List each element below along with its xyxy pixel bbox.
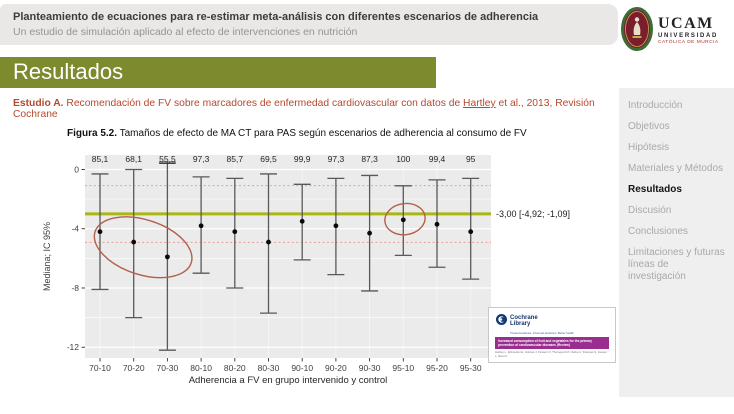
median-point-80-30: [266, 239, 271, 245]
reference-line-label: -3,00 [-4,92; -1,09]: [496, 209, 570, 219]
y-tick-label: 0: [74, 165, 79, 175]
adherence-value-label: 95: [466, 154, 476, 164]
median-point-90-30: [367, 230, 372, 236]
ucam-logo-text: UCAM UNIVERSIDAD CATÓLICA DE MURCIA: [658, 16, 719, 45]
sidebar-nav: Introducción Objetivos Hipótesis Materiales…: [619, 88, 734, 397]
study-text-after: et al., 2013, Revisión Cochrane: [13, 98, 595, 120]
figure-caption-text: Tamaños de efecto de MA CT para PAS segú…: [117, 128, 527, 139]
x-axis-title: Adherencia a FV en grupo intervenido y c…: [189, 375, 388, 386]
sidebar-item-7[interactable]: Limitaciones y futuras líneas de investi…: [628, 247, 725, 282]
highlight-ellipse-1: [384, 202, 426, 236]
effect-sizes-chart: 85,1 68,1 55,5 97,3 85,7 69,5 99,9 97,3 87,3 100 9…: [42, 154, 570, 386]
y-tick-label: -8: [71, 283, 79, 293]
ucam-crest-icon: [620, 6, 654, 56]
median-point-70-10: [97, 229, 103, 235]
cochrane-review-card: Cochrane Library Trusted evidence. Infor…: [488, 307, 616, 363]
x-tick-label: 70-20: [123, 363, 145, 373]
cochrane-logo-line2: Library: [510, 321, 531, 327]
header-bar: Planteamiento de ecuaciones para re-esti…: [0, 4, 618, 45]
cochrane-logo-text: Cochrane Library: [510, 315, 538, 327]
cochrane-tagline: Trusted evidence. Informed decisions. Be…: [510, 331, 575, 335]
x-tick-label: 95-20: [426, 363, 448, 373]
figure-caption: Figura 5.2. Tamaños de efecto de MA CT p…: [67, 128, 527, 139]
figure-label: Figura 5.2.: [67, 128, 118, 139]
study-prefix: Estudio A.: [13, 98, 64, 109]
median-point-95-30: [468, 229, 474, 235]
sidebar-item-3[interactable]: Materiales y Métodos: [628, 163, 724, 174]
sidebar-item-6[interactable]: Conclusiones: [628, 226, 689, 237]
median-point-90-10: [299, 218, 305, 224]
adherence-value-label: 85,1: [92, 154, 109, 164]
adherence-value-label: 85,7: [227, 154, 244, 164]
adherence-value-label: 69,5: [260, 154, 277, 164]
cochrane-review-authors: Hartley L, Igbinedion E, Holmes J, Flowe…: [495, 350, 608, 358]
median-point-95-20: [434, 221, 440, 227]
sidebar-item-4[interactable]: Resultados: [628, 184, 682, 195]
adherence-value-label: 97,3: [193, 154, 210, 164]
ucam-line2: CATÓLICA DE MURCIA: [658, 39, 719, 45]
y-tick-label: -4: [71, 224, 79, 234]
y-axis-title: Mediana; IC 95%: [42, 222, 52, 291]
adherence-value-label: 99,4: [429, 154, 446, 164]
median-point-80-20: [232, 229, 238, 235]
x-tick-label: 95-10: [392, 363, 414, 373]
adherence-value-label: 87,3: [361, 154, 378, 164]
hartley-link[interactable]: Hartley: [463, 98, 496, 109]
median-point-70-20: [131, 239, 137, 245]
x-tick-label: 90-10: [291, 363, 313, 373]
sidebar-item-2[interactable]: Hipótesis: [628, 142, 670, 153]
x-tick-label: 70-30: [157, 363, 179, 373]
x-tick-label: 80-10: [190, 363, 212, 373]
median-point-95-10: [400, 217, 406, 223]
x-tick-label: 90-20: [325, 363, 347, 373]
cochrane-logo-line1: Cochrane: [510, 315, 538, 321]
x-tick-label: 80-30: [258, 363, 280, 373]
sidebar-item-0[interactable]: Introducción: [628, 100, 683, 111]
cochrane-logo-icon: [496, 312, 507, 330]
plot-panel: [85, 155, 491, 358]
adherence-value-label: 100: [396, 154, 410, 164]
x-tick-label: 95-30: [460, 363, 482, 373]
median-point-80-10: [198, 223, 204, 229]
cochrane-logo-row: Cochrane Library: [496, 312, 615, 330]
header-title: Planteamiento de ecuaciones para re-esti…: [13, 11, 539, 23]
median-point-90-20: [333, 223, 339, 229]
ucam-acronym: UCAM: [658, 15, 714, 33]
y-tick-label: -12: [67, 342, 80, 352]
x-tick-label: 70-10: [89, 363, 111, 373]
results-banner: Resultados: [0, 57, 436, 88]
sidebar-item-1[interactable]: Objetivos: [628, 121, 670, 132]
ucam-line1: UNIVERSIDAD: [658, 33, 719, 40]
x-tick-label: 80-20: [224, 363, 246, 373]
x-tick-label: 90-30: [359, 363, 381, 373]
adherence-value-label: 97,3: [328, 154, 345, 164]
cochrane-review-title: Increased consumption of fruit and veget…: [495, 337, 609, 350]
ucam-logo: UCAM UNIVERSIDAD CATÓLICA DE MURCIA: [620, 5, 732, 57]
median-point-70-30: [165, 254, 170, 260]
adherence-value-label: 55,5: [159, 154, 176, 164]
study-heading: Estudio A. Recomendación de FV sobre mar…: [13, 98, 613, 120]
adherence-value-label: 99,9: [294, 154, 311, 164]
study-text-before: Recomendación de FV sobre marcadores de …: [63, 98, 464, 109]
sidebar-item-5[interactable]: Discusión: [628, 205, 672, 216]
adherence-value-label: 68,1: [125, 154, 142, 164]
highlight-ellipse-0: [93, 216, 193, 279]
header-subtitle: Un estudio de simulación aplicado al efe…: [13, 26, 358, 38]
